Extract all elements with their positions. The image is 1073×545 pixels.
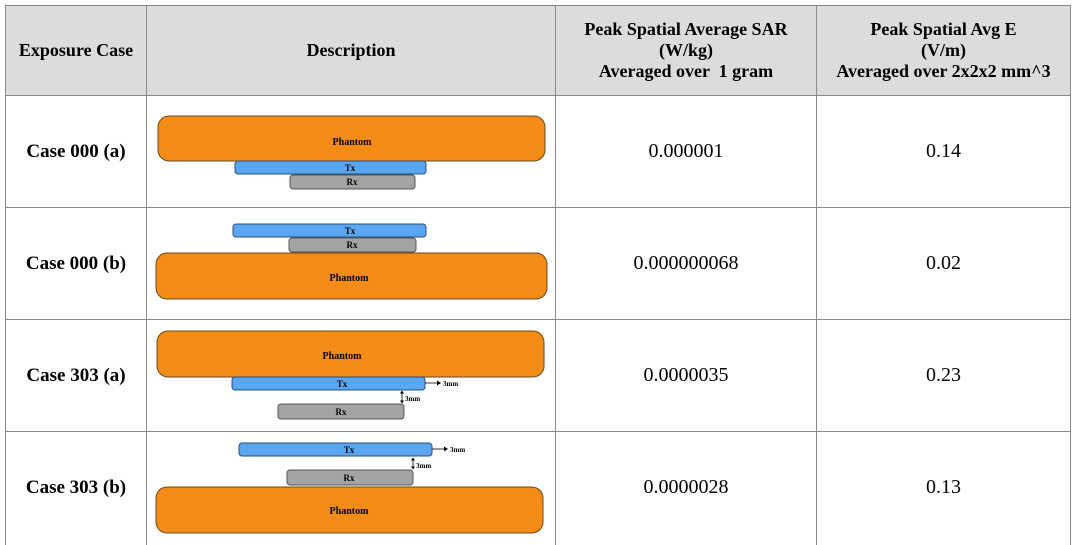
header-sar-line-2: (W/kg) xyxy=(659,40,713,60)
column-divider xyxy=(146,5,147,545)
rx-label: Rx xyxy=(347,240,358,250)
description-diagram: Phantom Tx 3mm 3mm Rx xyxy=(147,320,555,431)
sar-value: 0.000001 xyxy=(648,140,724,162)
row-divider xyxy=(5,319,1071,320)
exposure-diagram-303b: Tx 3mm 3mm Rx Phantom xyxy=(155,442,544,534)
phantom-label: Phantom xyxy=(323,351,363,362)
phantom-label: Phantom xyxy=(330,506,370,517)
rx-block xyxy=(286,469,414,486)
tx-label: Tx xyxy=(344,445,355,455)
sar-value: 0.000000068 xyxy=(633,252,739,274)
tx-block xyxy=(231,376,426,391)
phantom-block xyxy=(155,486,544,534)
case-label: Case 000 (b) xyxy=(25,252,127,274)
rx-label: Rx xyxy=(344,473,355,483)
row-divider xyxy=(5,431,1071,432)
header-sar-line-1: Peak Spatial Average SAR xyxy=(584,19,788,39)
exposure-table: Exposure Case Description Peak Spatial A… xyxy=(5,5,1071,545)
column-divider xyxy=(555,5,556,545)
e-value: 0.13 xyxy=(926,476,961,498)
table-border-left xyxy=(5,5,6,545)
column-divider xyxy=(816,5,817,545)
case-label: Case 303 (b) xyxy=(25,476,127,498)
case-label: Case 303 (a) xyxy=(26,364,126,386)
table-border-top xyxy=(5,5,1071,6)
sar-value: 0.0000028 xyxy=(643,476,729,498)
arrow-down-icon xyxy=(400,400,404,404)
header-sar: Peak Spatial Average SAR (W/kg) Averaged… xyxy=(556,6,816,95)
exposure-diagram-000a: Phantom Tx Rx xyxy=(157,115,546,190)
case-label: Case 000 (a) xyxy=(26,140,126,162)
arrow-right-icon xyxy=(444,446,448,452)
rx-block xyxy=(289,174,416,190)
e-value: 0.14 xyxy=(926,140,961,162)
gap-label-vertical: 3mm xyxy=(416,462,431,470)
gap-label-vertical: 3mm xyxy=(405,395,420,403)
tx-label: Tx xyxy=(345,226,356,236)
gap-label-horizontal: 3mm xyxy=(443,380,458,388)
header-e-line-2: (V/m) xyxy=(921,40,966,60)
header-e-line-1: Peak Spatial Avg E xyxy=(870,19,1017,39)
phantom-label: Phantom xyxy=(330,273,370,284)
header-description: Description xyxy=(147,6,555,95)
header-exposure-case-text: Exposure Case xyxy=(18,40,134,60)
gap-label-horizontal: 3mm xyxy=(450,446,465,454)
rx-label: Rx xyxy=(336,407,347,417)
header-e-field: Peak Spatial Avg E (V/m) Averaged over 2… xyxy=(817,6,1070,95)
exposure-diagram-303a: Phantom Tx 3mm 3mm Rx xyxy=(156,330,545,420)
description-diagram: Tx 3mm 3mm Rx Phantom xyxy=(147,432,555,543)
header-sar-line-3: Averaged over 1 gram xyxy=(598,61,774,81)
header-e-line-3: Averaged over 2x2x2 mm^3 xyxy=(836,61,1051,81)
table-border-right xyxy=(1070,5,1071,545)
rx-block xyxy=(277,403,405,420)
tx-block xyxy=(238,442,433,457)
phantom-label: Phantom xyxy=(333,137,373,148)
row-divider xyxy=(5,207,1071,208)
e-value: 0.02 xyxy=(926,252,961,274)
exposure-diagram-000b: Tx Rx Phantom xyxy=(155,223,548,300)
sar-value: 0.0000035 xyxy=(643,364,729,386)
arrow-right-icon xyxy=(437,380,441,386)
arrow-up-icon xyxy=(411,457,415,461)
e-value: 0.23 xyxy=(926,364,961,386)
tx-block xyxy=(234,160,427,175)
rx-label: Rx xyxy=(347,177,358,187)
tx-block xyxy=(232,223,427,238)
rx-block xyxy=(288,237,417,253)
header-exposure-case: Exposure Case xyxy=(6,6,146,95)
header-description-text: Description xyxy=(306,40,396,60)
description-diagram: Tx Rx Phantom xyxy=(147,208,555,319)
phantom-block xyxy=(155,252,548,300)
arrow-up-icon xyxy=(400,390,404,394)
description-diagram: Phantom Tx Rx xyxy=(147,96,555,207)
tx-label: Tx xyxy=(345,163,356,173)
tx-label: Tx xyxy=(337,379,348,389)
row-divider xyxy=(5,95,1071,96)
arrow-down-icon xyxy=(411,466,415,470)
